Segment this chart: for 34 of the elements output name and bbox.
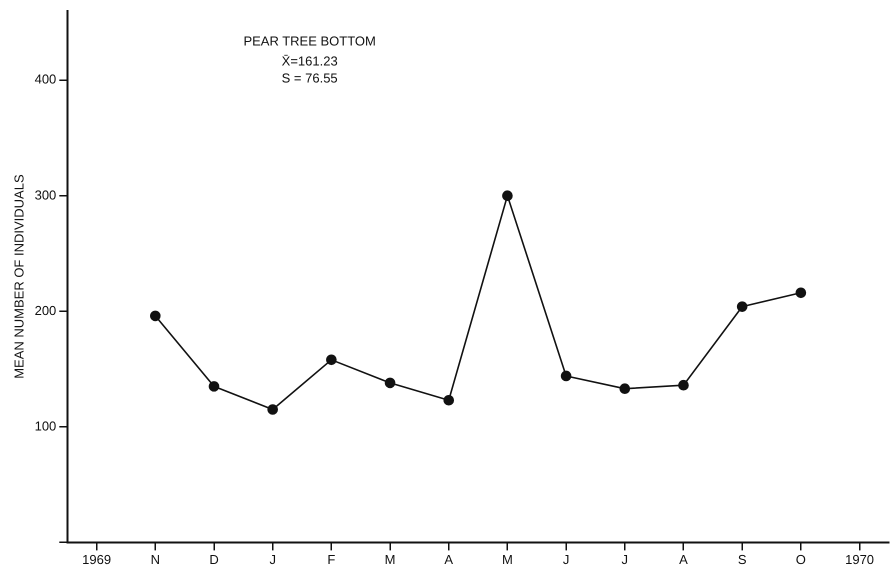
annotation: S = 76.55 [282, 70, 338, 86]
x-tick-label: J [622, 552, 628, 567]
x-tick-label: S [738, 552, 747, 567]
x-tick-label: A [679, 552, 688, 567]
point [443, 394, 454, 406]
point [267, 404, 278, 415]
x-tick-label: N [150, 552, 160, 567]
y-tick-label: 400 [34, 72, 56, 87]
x-tick-label: J [269, 552, 276, 567]
x-tick-label: A [444, 552, 454, 567]
x-tick-label: F [327, 552, 336, 567]
x-tick-label: M [502, 552, 513, 567]
point [502, 190, 513, 202]
y-tick-label: 300 [34, 187, 56, 202]
point [620, 383, 630, 394]
point [208, 381, 220, 392]
point [678, 380, 689, 391]
y-axis-title: MEAN NUMBER OF INDIVIDUALS [11, 174, 26, 379]
point [326, 354, 337, 366]
y-tick-label: 100 [34, 418, 56, 434]
x-tick-label: D [209, 552, 219, 567]
x-tick-label: O [796, 552, 806, 567]
point [796, 287, 806, 298]
y-tick-label: 200 [34, 302, 56, 318]
x-tick-label: 1970 [845, 552, 874, 567]
annotation: X̄=161.23 [282, 54, 338, 69]
point [384, 378, 396, 388]
x-tick-label: M [384, 552, 396, 567]
text: PEAR TREE BOTTOM [243, 34, 376, 49]
x-tick-label: J [562, 552, 570, 567]
x-tick-label: 1969 [82, 552, 112, 567]
point [150, 310, 161, 322]
point [560, 370, 572, 382]
point [736, 301, 748, 312]
